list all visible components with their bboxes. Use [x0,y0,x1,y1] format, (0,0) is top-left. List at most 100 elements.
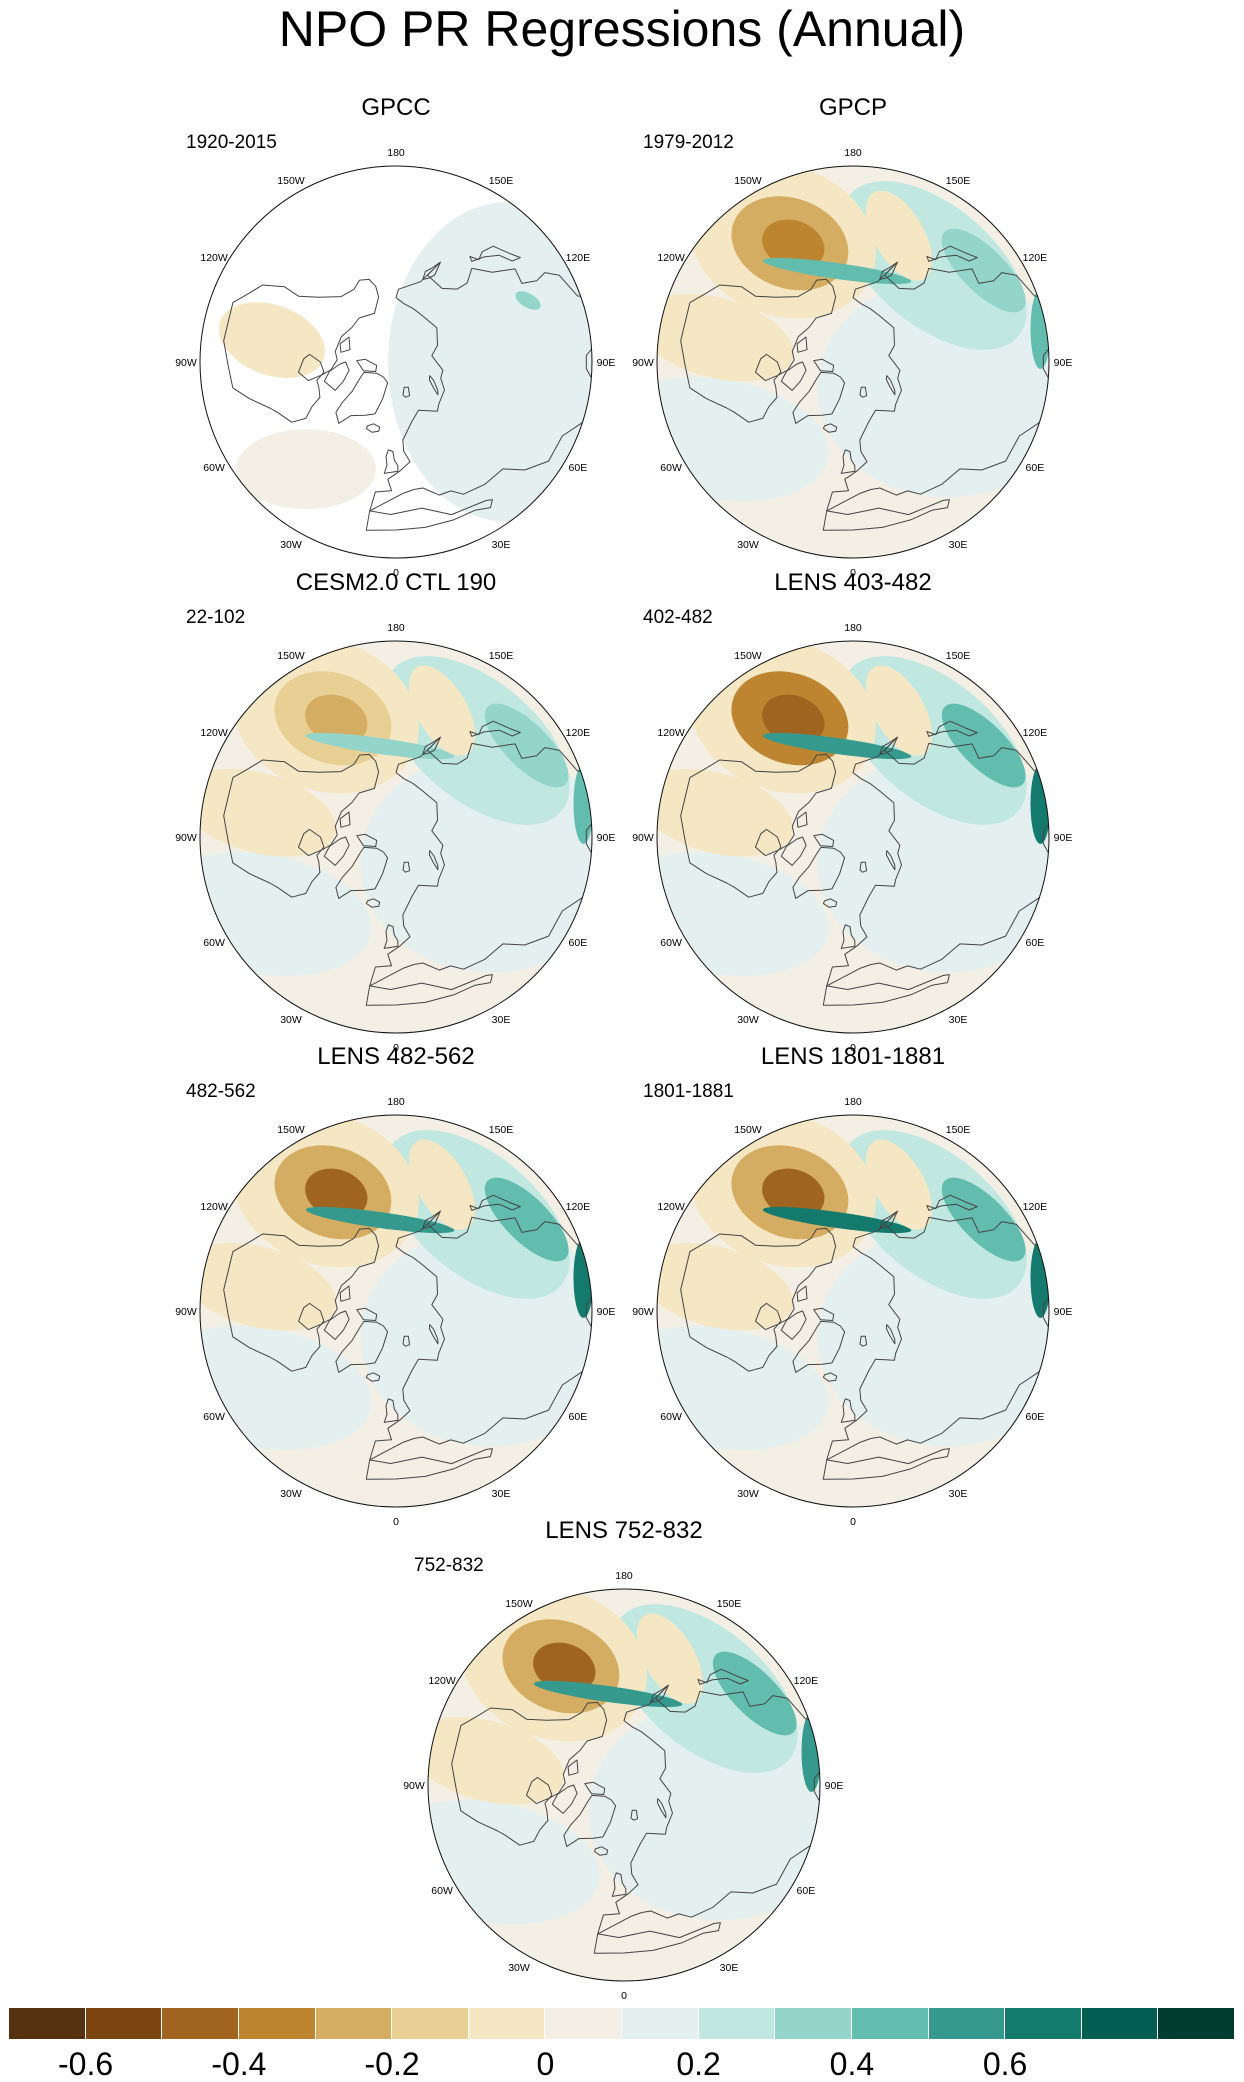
coast-eurasia [826,1210,1049,1461]
coast-north-america [223,1227,380,1372]
longitude-label: 30W [508,1962,530,1974]
polar-map: 180 150E 120E 90E 60E 30E 0 30W 60W 90W 120W 150W [632,622,1072,1054]
colorbar-tick-label: -0.4 [211,2046,267,2082]
longitude-label: 30W [737,1488,759,1500]
longitude-label: 120W [657,252,685,264]
colorbar-swatch [162,2008,239,2039]
coast-svalbard [859,1335,868,1347]
coast-africa-north [365,974,493,1006]
anomaly-field [428,1589,820,1981]
longitude-label: 150E [717,1598,742,1610]
coast-victoria-island [796,811,808,828]
wet-band-bering [533,1680,683,1708]
period-label: 752-832 [414,1555,484,1576]
polar-map: 180 150E 120E 90E 60E 30E 0 30W 60W 90W 120W 150W [632,1096,1072,1528]
dry-light-region [428,1716,565,1805]
longitude-label: 120W [657,727,685,739]
anomaly-field [200,1115,592,1507]
coast-svalbard [402,1335,411,1347]
longitude-label: 180 [844,1096,862,1108]
colorbar-swatch [85,2008,163,2039]
coast-greenland [792,1320,846,1373]
longitude-label: 120E [566,252,591,264]
map-panel-gpcc: GPCC 1920-2015 180 150E 120E 90E 60E 30E 0 30W 6… [175,94,615,579]
longitude-label: 90W [175,832,197,844]
coast-victoria-island [567,1759,579,1776]
longitude-label: 60W [203,937,225,949]
longitude-label: 120W [200,727,228,739]
wet-anomaly-strong [941,703,1026,788]
longitude-label: 60E [569,937,588,949]
longitude-label: 120W [200,252,228,264]
coast-britain [383,924,399,949]
coast-kamchatka [879,1210,898,1229]
coast-japan [469,245,521,262]
dry-anomaly-core [762,694,825,745]
coast-kamchatka [650,1684,669,1703]
coast-north-america [680,278,837,423]
wet-band-bering [762,732,912,760]
longitude-label: 30W [737,539,759,551]
coast-eurasia [826,261,1049,512]
coast-greenland [335,846,389,899]
wet-anomaly-core [1030,763,1049,844]
longitude-label: 180 [844,147,862,159]
wet-light-region [388,202,592,522]
longitude-label: 30E [949,1014,968,1026]
longitude-label: 150E [946,1124,971,1136]
wet-band-bering [305,732,455,760]
period-label: 22-102 [186,607,246,628]
polar-map: 180 150E 120E 90E 60E 30E 0 30W 60W 90W 120W 150W [175,147,615,579]
coast-africa-north [365,1448,493,1480]
coast-iceland [593,1846,609,1856]
longitude-label: 150W [734,1124,762,1136]
longitude-label: 60W [203,462,225,474]
period-label: 1920-2015 [186,132,277,153]
wet-band-bering [762,257,912,285]
colorbar-swatch [392,2008,469,2039]
coast-baffin [551,1784,578,1814]
longitude-label: 90E [1054,357,1073,369]
map-border [199,1114,593,1508]
coastlines [451,1668,820,1954]
coast-baffin [323,1310,350,1340]
colorbar-tick-label: 0.4 [829,2046,875,2082]
coast-britain [840,1398,856,1423]
wet-anomaly-strong [484,1177,569,1262]
coast-ellesmere [356,833,378,847]
coast-ellesmere [813,833,835,847]
dry-light-region [408,665,476,756]
coast-novaya-zemlya [428,375,439,396]
longitude-label: 30W [280,1014,302,1026]
longitude-label: 30E [949,1488,968,1500]
colorbar-tick-label: 0 [536,2046,555,2082]
longitude-label: 180 [387,622,405,634]
longitude-label: 150W [734,175,762,187]
coast-victoria-island [796,1285,808,1302]
panel-title: LENS 403-482 [774,569,932,596]
colorbar-tick-label: -0.6 [58,2046,114,2082]
longitude-label: 90W [632,832,654,844]
coastlines [223,245,592,531]
panel-title: LENS 482-562 [317,1043,475,1070]
coast-baffin [323,361,350,391]
longitude-label: 0 [393,567,399,579]
panel-title: GPCC [361,94,431,121]
coast-novaya-zemlya [656,1798,667,1819]
coast-victoria-island [339,336,351,353]
longitude-label: 120E [566,727,591,739]
period-label: 482-562 [186,1081,256,1102]
map-panel-lens-752: LENS 752-832 752-832 180 150E 120E 90E 60E 30… [403,1517,843,2002]
longitude-label: 60W [203,1411,225,1423]
coast-britain [383,449,399,474]
longitude-label: 30E [492,1488,511,1500]
coast-eurasia [369,1210,592,1461]
period-label: 1979-2012 [643,132,734,153]
wet-anomaly-core [573,1237,592,1318]
longitude-label: 30W [737,1014,759,1026]
polar-map: 180 150E 120E 90E 60E 30E 0 30W 60W 90W 120W 150W [175,1096,615,1528]
longitude-label: 180 [387,1096,405,1108]
longitude-label: 60E [1026,462,1045,474]
longitude-label: 120E [794,1675,819,1687]
dry-light-region [218,302,325,378]
